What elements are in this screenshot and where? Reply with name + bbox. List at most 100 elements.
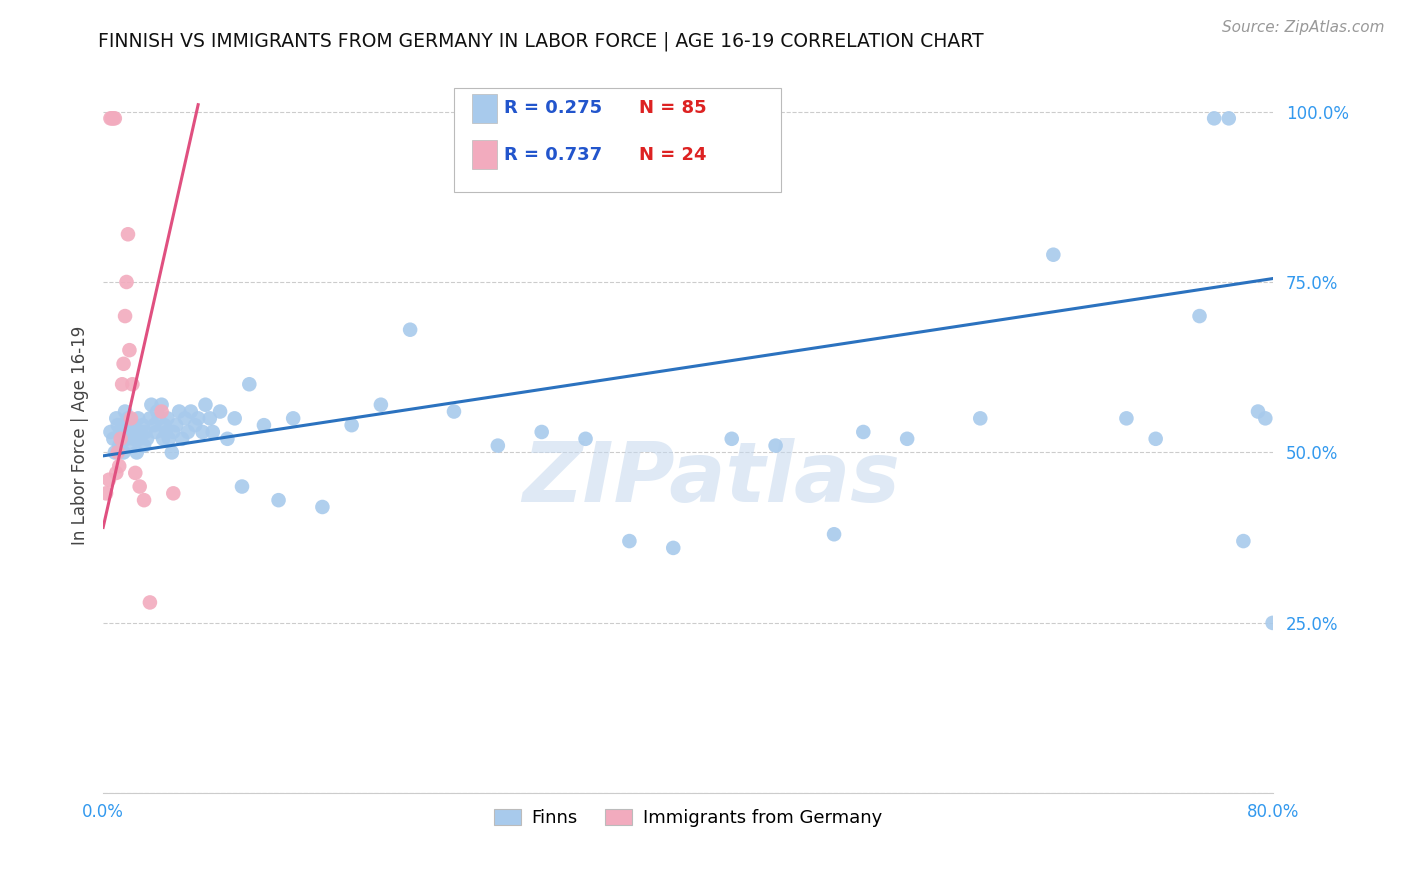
Point bbox=[145, 425, 167, 439]
Point bbox=[201, 425, 224, 439]
FancyBboxPatch shape bbox=[471, 94, 498, 123]
Point bbox=[121, 377, 143, 392]
Point bbox=[662, 541, 685, 555]
Point bbox=[139, 411, 162, 425]
Legend: Finns, Immigrants from Germany: Finns, Immigrants from Germany bbox=[486, 802, 890, 834]
Point bbox=[136, 432, 159, 446]
Point bbox=[370, 398, 392, 412]
Text: Source: ZipAtlas.com: Source: ZipAtlas.com bbox=[1222, 20, 1385, 35]
Point bbox=[177, 425, 200, 439]
Point bbox=[122, 432, 145, 446]
Point bbox=[100, 112, 122, 126]
Point bbox=[110, 432, 132, 446]
Point bbox=[231, 479, 253, 493]
Point bbox=[1218, 112, 1240, 126]
Y-axis label: In Labor Force | Age 16-19: In Labor Force | Age 16-19 bbox=[72, 326, 89, 545]
Point bbox=[148, 411, 170, 425]
Point bbox=[1247, 404, 1270, 418]
Point bbox=[118, 425, 141, 439]
Point bbox=[156, 411, 179, 425]
Point bbox=[131, 418, 153, 433]
Point bbox=[180, 404, 202, 418]
Point bbox=[1261, 615, 1284, 630]
Point bbox=[530, 425, 553, 439]
Point bbox=[209, 404, 232, 418]
Text: R = 0.737: R = 0.737 bbox=[505, 145, 602, 164]
Point bbox=[170, 432, 193, 446]
Point bbox=[162, 486, 184, 500]
Point bbox=[174, 411, 197, 425]
Point bbox=[108, 439, 131, 453]
Point bbox=[124, 425, 146, 439]
Point bbox=[224, 411, 246, 425]
Point bbox=[852, 425, 875, 439]
Point bbox=[117, 227, 139, 242]
Point bbox=[1042, 248, 1064, 262]
FancyBboxPatch shape bbox=[454, 88, 782, 192]
Point bbox=[112, 445, 135, 459]
Point bbox=[191, 425, 214, 439]
Point bbox=[115, 275, 138, 289]
Point bbox=[114, 404, 136, 418]
Point bbox=[112, 357, 135, 371]
Point bbox=[150, 398, 173, 412]
Point bbox=[399, 323, 422, 337]
Point bbox=[160, 445, 183, 459]
Point bbox=[340, 418, 363, 433]
Point bbox=[124, 466, 146, 480]
Point bbox=[104, 112, 127, 126]
Point bbox=[619, 534, 641, 549]
Text: N = 24: N = 24 bbox=[638, 145, 706, 164]
Point bbox=[146, 404, 169, 418]
Point bbox=[128, 432, 150, 446]
Point bbox=[128, 479, 150, 493]
Point bbox=[120, 439, 142, 453]
Point bbox=[100, 425, 122, 439]
Point bbox=[94, 486, 117, 500]
Point bbox=[120, 411, 142, 425]
Point bbox=[184, 418, 207, 433]
FancyBboxPatch shape bbox=[471, 140, 498, 169]
Point bbox=[283, 411, 305, 425]
Point bbox=[141, 398, 163, 412]
Point bbox=[253, 418, 276, 433]
Point bbox=[121, 418, 143, 433]
Point bbox=[117, 411, 139, 425]
Point bbox=[110, 425, 132, 439]
Point bbox=[896, 432, 918, 446]
Point bbox=[98, 473, 121, 487]
Point bbox=[107, 418, 129, 433]
Point bbox=[125, 445, 148, 459]
Point bbox=[152, 432, 174, 446]
Point bbox=[108, 459, 131, 474]
Point bbox=[143, 418, 166, 433]
Text: ZIPatlas: ZIPatlas bbox=[523, 438, 900, 519]
Point bbox=[162, 425, 184, 439]
Point bbox=[105, 411, 128, 425]
Text: N = 85: N = 85 bbox=[638, 99, 706, 118]
Point bbox=[165, 418, 187, 433]
Point bbox=[1115, 411, 1137, 425]
Point bbox=[150, 404, 173, 418]
Point bbox=[132, 439, 155, 453]
Point bbox=[969, 411, 991, 425]
Point bbox=[198, 411, 221, 425]
Point bbox=[1254, 411, 1277, 425]
Point bbox=[103, 112, 125, 126]
Point bbox=[114, 309, 136, 323]
Point bbox=[238, 377, 260, 392]
Point bbox=[720, 432, 742, 446]
Point bbox=[187, 411, 209, 425]
Point bbox=[118, 343, 141, 358]
Point bbox=[101, 112, 124, 126]
Point bbox=[311, 500, 333, 514]
Point bbox=[486, 439, 509, 453]
Point bbox=[267, 493, 290, 508]
Point bbox=[1204, 112, 1226, 126]
Point bbox=[135, 425, 157, 439]
Point bbox=[217, 432, 239, 446]
Point bbox=[129, 425, 152, 439]
Point bbox=[574, 432, 596, 446]
Point bbox=[139, 595, 162, 609]
Point bbox=[105, 466, 128, 480]
